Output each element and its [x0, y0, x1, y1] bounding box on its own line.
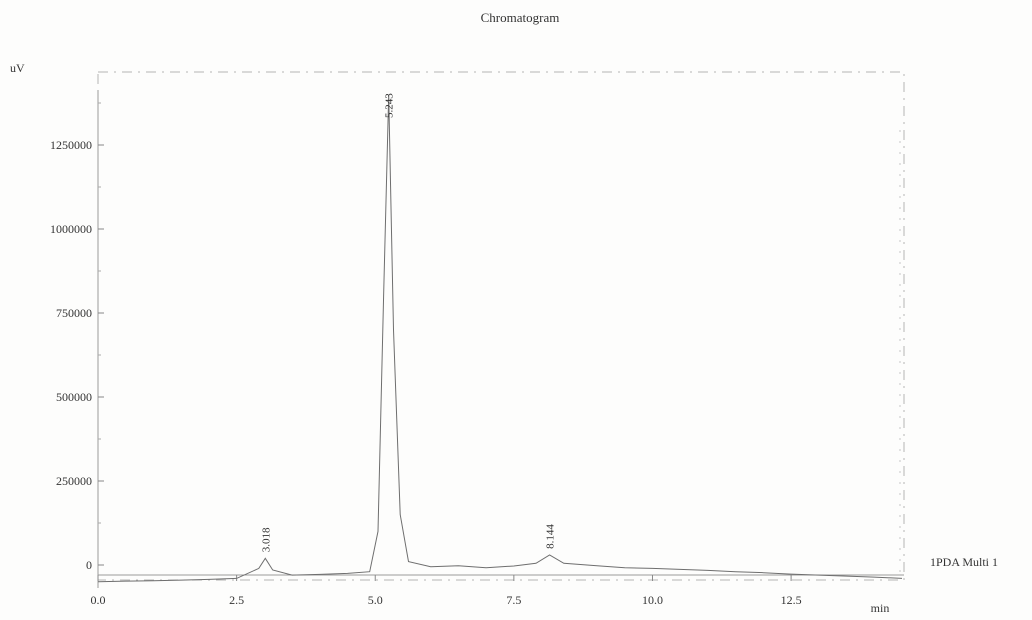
- y-axis-label: uV: [10, 61, 25, 75]
- chart-title: Chromatogram: [481, 10, 560, 25]
- x-ticks: 0.0 2.5 5.0 7.5 10.0 12.5: [91, 575, 802, 607]
- series-line: [97, 94, 903, 583]
- x-tick-label: 10.0: [642, 593, 663, 607]
- x-tick-label: 0.0: [91, 593, 106, 607]
- series-layer: [97, 94, 903, 583]
- peak-label: 8.144: [545, 524, 557, 549]
- peak-labels: 3.018 5.243 8.144: [260, 93, 556, 553]
- x-axis-label: min: [871, 601, 890, 615]
- x-tick-label: 2.5: [229, 593, 244, 607]
- y-tick-label: 1000000: [50, 222, 92, 236]
- plot-frame: [97, 71, 905, 581]
- x-tick-label: 5.0: [368, 593, 383, 607]
- y-tick-label: 500000: [56, 390, 92, 404]
- y-ticks: 0 250000 500000 750000 1000000 1250000: [50, 102, 104, 572]
- y-tick-label: 1250000: [50, 138, 92, 152]
- x-tick-label: 7.5: [506, 593, 521, 607]
- x-tick-label: 12.5: [781, 593, 802, 607]
- peak-label: 3.018: [260, 527, 272, 552]
- y-tick-label: 750000: [56, 306, 92, 320]
- y-tick-label: 250000: [56, 474, 92, 488]
- y-tick-label: 0: [86, 558, 92, 572]
- legend-series-name: 1PDA Multi 1: [930, 555, 998, 569]
- peak-label: 5.243: [384, 93, 396, 118]
